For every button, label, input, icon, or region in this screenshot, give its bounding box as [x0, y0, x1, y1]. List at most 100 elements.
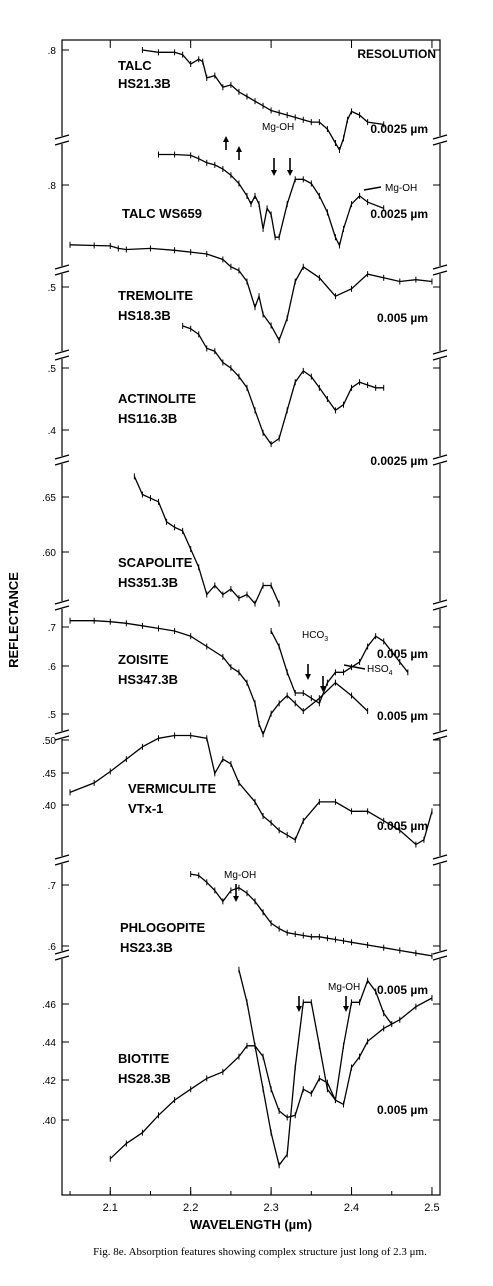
axis-break-mark [432, 140, 448, 146]
x-axis-ticks: 2.1 2.2 2.3 2.4 2.5 [69, 40, 440, 1214]
axis-break-gap [434, 351, 446, 359]
sample-name: HS18.3B [118, 308, 171, 323]
panel-5: ZOISITE HS347.3B 0.005 µm .7 .6 .5 [48, 617, 440, 738]
axis-break-gap [56, 951, 68, 959]
axis-break-gap [56, 266, 68, 274]
x-tick-label: 2.1 [103, 1202, 118, 1214]
mg-oh-label: Mg-OH [262, 122, 294, 133]
sample-name: TALC WS659 [122, 206, 202, 221]
arrow-head-icon [271, 170, 277, 176]
figure-caption: Fig. 8e. Absorption features showing com… [40, 1246, 480, 1259]
y-tick-label: .6 [48, 942, 57, 953]
spectrum-line-5-1 [270, 630, 409, 705]
sample-name: HS23.3B [120, 940, 173, 955]
resolution-label: 0.0025 µm [370, 207, 428, 221]
y-tick-label: .7 [48, 881, 57, 892]
axis-break-gap [434, 731, 446, 739]
caption-label: Fig. 8e. [93, 1246, 127, 1258]
axis-break-mark [432, 134, 448, 140]
axis-break-mark [432, 605, 448, 611]
axis-break-gap [434, 456, 446, 464]
axis-break-mark [432, 729, 448, 735]
x-tick-label: 2.3 [263, 1202, 278, 1214]
axis-break-gap [434, 951, 446, 959]
resolution-label: 0.0025 µm [370, 122, 428, 136]
axis-break-mark [432, 349, 448, 355]
y-tick-label: .65 [42, 493, 56, 504]
axis-break-gap [56, 136, 68, 144]
axis-break-gap [56, 456, 68, 464]
axis-break-mark [54, 729, 70, 735]
mg-oh-label-talc-ws659: Mg-OH [385, 183, 417, 194]
axis-break-mark [54, 270, 70, 276]
y-tick-label: .40 [42, 801, 56, 812]
axis-break-gap [56, 351, 68, 359]
arrow-head-icon [343, 1006, 349, 1012]
axis-break-mark [432, 454, 448, 460]
axis-break-gap [56, 601, 68, 609]
hso4-arrow-icon [343, 664, 366, 670]
hso4-label: HSO4 [367, 664, 393, 677]
panel-6: VERMICULITE VTx-1 0.005 µm .50 .45 .40 [42, 732, 440, 848]
axis-break-gap [434, 601, 446, 609]
y-tick-label: .50 [42, 736, 56, 747]
axis-break-mark [54, 460, 70, 466]
panel-8: BIOTITE HS28.3B 0.005 µm .46 .44 .42 .40 [42, 966, 440, 1169]
hco3-label: HCO3 [302, 630, 328, 643]
sample-name: BIOTITE [118, 1051, 170, 1066]
x-axis-label: WAVELENGTH (µm) [190, 1217, 312, 1232]
axis-break-mark [54, 134, 70, 140]
sample-name: VTx-1 [128, 801, 163, 816]
y-tick-label: .7 [48, 623, 57, 634]
spectrum-line-3-0 [182, 325, 384, 446]
spectrum-line-8-0 [238, 969, 393, 1167]
sample-name: VERMICULITE [128, 781, 216, 796]
x-tick-label: 2.5 [424, 1202, 439, 1214]
axis-break-mark [432, 860, 448, 866]
axis-break-mark [432, 599, 448, 605]
y-tick-label: .42 [42, 1076, 56, 1087]
feature-annotations: Mg-OH Mg-OH HCO3 HSO4 Mg-OH Mg-OH [223, 122, 417, 1012]
y-tick-label: .44 [42, 1038, 56, 1049]
axis-break-mark [54, 454, 70, 460]
arrow-head-icon [320, 686, 326, 692]
axis-break-gap [56, 856, 68, 864]
axis-break-mark [432, 355, 448, 361]
arrow-left-icon [363, 186, 382, 191]
sample-name: PHLOGOPITE [120, 920, 206, 935]
arrow-head-icon [305, 674, 311, 680]
sample-name: HS28.3B [118, 1071, 171, 1086]
axis-break-mark [54, 599, 70, 605]
panel-3: ACTINOLITE HS116.3B 0.0025 µm .5 .4 [48, 322, 440, 468]
axis-breaks [54, 134, 448, 961]
axis-break-gap [434, 856, 446, 864]
mg-oh-label-biotite: Mg-OH [328, 982, 360, 993]
resolution-label: 0.0025 µm [370, 454, 428, 468]
mg-oh-label-phlogopite: Mg-OH [224, 870, 256, 881]
resolution-label: 0.005 µm [377, 709, 428, 723]
spectra-panels: TALC HS21.3B 0.0025 µm .8 TALC WS659 0.0025 µ… [42, 46, 440, 1169]
spectrum-line-1-0 [158, 153, 384, 248]
sample-name: ZOISITE [118, 652, 169, 667]
spectrum-line-7-0 [190, 873, 433, 957]
spectrum-line-0-0 [142, 49, 384, 152]
sample-name: TALC [118, 58, 152, 73]
arrow-head-icon [236, 146, 242, 152]
resolution-label: 0.005 µm [377, 819, 428, 833]
sample-name: SCAPOLITE [118, 555, 193, 570]
axis-break-gap [434, 266, 446, 274]
axis-break-mark [54, 264, 70, 270]
arrow-head-icon [233, 896, 239, 902]
x-tick-label: 2.4 [344, 1202, 359, 1214]
axis-break-mark [432, 735, 448, 741]
resolution-label: 0.005 µm [377, 647, 428, 661]
axis-break-mark [54, 860, 70, 866]
axis-break-gap [56, 731, 68, 739]
axis-break-mark [432, 460, 448, 466]
sample-name: HS347.3B [118, 672, 178, 687]
panel-7: PHLOGOPITE HS23.3B 0.005 µm .7 .6 [48, 871, 440, 997]
sample-name: HS116.3B [118, 411, 177, 426]
y-tick-label: .6 [48, 662, 57, 673]
y-tick-label: .5 [48, 283, 57, 294]
sample-name: TREMOLITE [118, 288, 193, 303]
